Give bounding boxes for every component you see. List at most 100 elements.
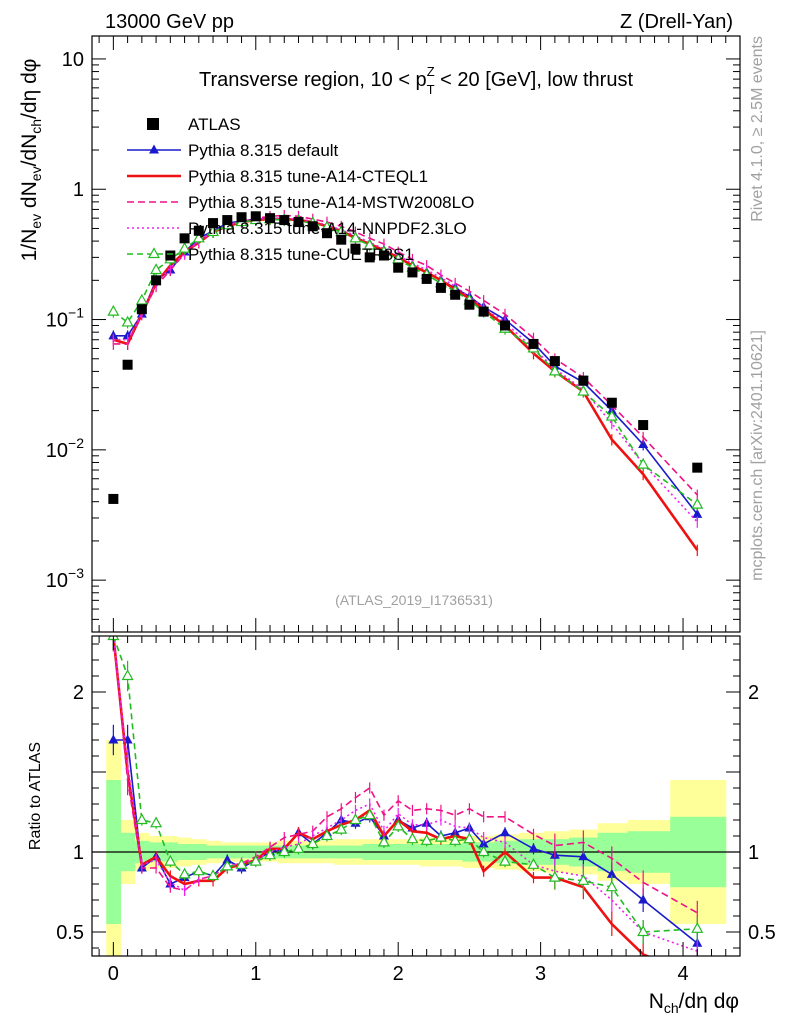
data-point-atlas (250, 211, 261, 222)
ratio-y-tick-label: 2 (73, 682, 84, 704)
ratio-point-cuetp (548, 870, 561, 882)
data-point-atlas (293, 217, 304, 228)
main-x-axis (98, 36, 741, 632)
data-point-atlas (378, 250, 389, 261)
ratio-y-label: Ratio to ATLAS (27, 742, 44, 850)
ratio-point-default (108, 734, 119, 744)
ratio-clipped (92, 636, 740, 956)
y-tick-label-exp: −1 (68, 305, 84, 321)
ratio-panel: 0.5 0.5 1 1 2 2 0 1 2 3 4 Ratio to ATLAS Nch/dη d… (27, 635, 776, 1016)
data-point-atlas (407, 267, 418, 278)
ratio-point-default (528, 843, 539, 853)
header-right: Z (Drell-Yan) (620, 11, 733, 33)
ratio-point-cuetp (498, 854, 512, 866)
legend-item-mstw: Pythia 8.315 tune-A14-MSTW2008LO (127, 193, 474, 212)
ratio-point-cuetp (335, 822, 348, 834)
data-point-atlas (179, 233, 190, 244)
legend-label-default: Pythia 8.315 default (188, 141, 339, 160)
y-tick-label-exp: −2 (68, 435, 84, 451)
data-point-atlas (464, 299, 475, 310)
ratio-point-cuetp (363, 808, 376, 820)
ratio-point-cuetp (392, 819, 405, 831)
x-axis-label: Nch/dη dφ (649, 990, 739, 1016)
side-label-top: Rivet 4.1.0, ≥ 2.5M events (749, 36, 766, 222)
y-tick-label-base: 10 (46, 570, 68, 592)
data-point-atlas (364, 252, 375, 263)
data-point-atlas (528, 338, 539, 349)
ratio-point-cuetp (349, 813, 362, 825)
data-point-atlas (578, 375, 589, 386)
x-tick-label: 0 (108, 963, 119, 985)
ratio-point-cuetp (637, 925, 650, 937)
ratio-point-cuetp (221, 859, 234, 871)
y-tick-label: 10−3 (46, 565, 84, 592)
ratio-point-cuetp (207, 869, 220, 881)
ratio-y-tick-label-right: 0.5 (748, 922, 776, 944)
ratio-y-axis: 0.5 0.5 1 1 2 2 (56, 643, 776, 949)
data-point-atlas (638, 420, 649, 431)
ratio-series-cuetp (107, 636, 704, 944)
ratio-y-tick-label-right: 2 (748, 682, 759, 704)
data-point-atlas (193, 225, 204, 236)
ratio-point-cuetp (135, 813, 148, 825)
ratio-point-cuetp (691, 922, 704, 933)
point-cuetp (178, 241, 191, 253)
data-point-atlas (208, 218, 219, 229)
point-cuetp (121, 315, 134, 327)
point-cuetp (349, 231, 362, 243)
point-cuetp (605, 409, 618, 421)
y-tick-label-exp: −3 (68, 565, 84, 581)
point-default (638, 438, 649, 448)
point-cuetp (363, 238, 376, 250)
ratio-point-cuetp (320, 829, 334, 841)
legend-label-cteql1: Pythia 8.315 tune-A14-CTEQL1 (188, 167, 428, 186)
data-point-atlas (279, 215, 290, 226)
ratio-point-cuetp (527, 858, 540, 869)
ratio-point-cuetp (434, 830, 447, 842)
ratio-point-default (606, 868, 617, 878)
legend: ATLAS Pythia 8.315 default Pythia 8.315 tu… (127, 115, 474, 264)
ratio-point-cuetp (463, 832, 476, 844)
ratio-point-cuetp (377, 835, 390, 847)
data-point-atlas (122, 359, 133, 370)
data-point-atlas (321, 228, 332, 239)
data-point-atlas (435, 282, 446, 293)
ratio-point-cuetp (406, 832, 419, 844)
ratio-point-default (222, 854, 233, 864)
ratio-point-cuetp (306, 837, 319, 849)
ratio-y-tick-label: 1 (73, 842, 84, 864)
data-point-atlas (478, 306, 489, 317)
ratio-line-nnpdf (112, 636, 698, 952)
ratio-point-default (638, 894, 649, 904)
legend-marker-atlas (147, 118, 159, 130)
ratio-point-cuetp (249, 854, 262, 866)
ratio-point-cuetp (192, 864, 205, 876)
side-label-bottom: mcplots.cern.ch [arXiv:2401.10621] (749, 330, 766, 581)
ratio-point-default (578, 851, 589, 861)
data-point-atlas (500, 320, 511, 331)
ratio-point-cuetp (264, 848, 277, 860)
legend-item-nnpdf: Pythia 8.315 tune-A14-NNPDF2.3LO (127, 219, 467, 238)
main-plot-area (107, 209, 704, 557)
ratio-point-cuetp (420, 834, 433, 845)
data-point-atlas (265, 213, 276, 224)
ratio-point-cuetp (121, 669, 134, 681)
y-tick-label-base: 10 (46, 440, 68, 462)
point-cuetp (691, 497, 704, 509)
legend-marker-default (149, 144, 159, 154)
legend-label-mstw: Pythia 8.315 tune-A14-MSTW2008LO (188, 193, 474, 212)
data-point-atlas (606, 397, 617, 408)
legend-label-atlas: ATLAS (188, 115, 241, 134)
data-point-atlas (692, 462, 703, 473)
legend-item-cuetp: Pythia 8.315 tune-CUETP8S1 (127, 245, 414, 264)
series-line-mstw (113, 214, 698, 496)
main-frame (91, 35, 741, 633)
series-atlas (108, 211, 703, 504)
ratio-point-cuetp (235, 858, 248, 869)
data-point-atlas (151, 275, 162, 286)
analysis-id: (ATLAS_2019_I1736531) (335, 592, 493, 608)
x-tick-label: 2 (393, 963, 404, 985)
